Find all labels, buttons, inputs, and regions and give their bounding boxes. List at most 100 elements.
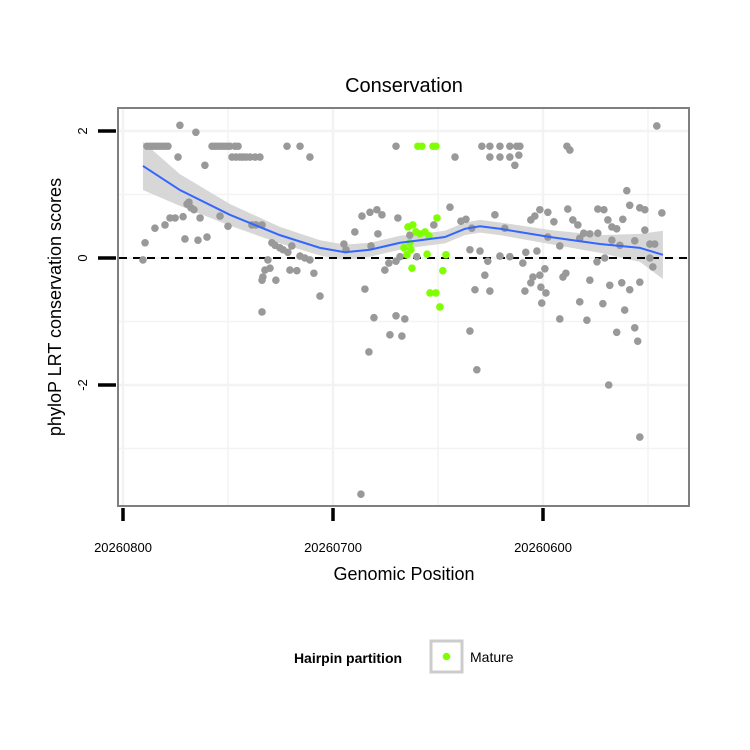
point-other (392, 311, 400, 320)
y-tick-label: 0 (75, 254, 90, 261)
point-other (537, 283, 545, 292)
point-mature (425, 231, 433, 240)
point-other (176, 121, 184, 130)
point-other (139, 256, 147, 264)
point-other (351, 228, 359, 236)
point-other (366, 208, 374, 217)
point-other (476, 247, 484, 255)
point-other (536, 271, 544, 279)
point-mature (436, 303, 444, 311)
x-tick-label: 20260600 (514, 540, 572, 555)
point-other (566, 146, 574, 154)
point-other (599, 299, 607, 308)
point-other (512, 142, 521, 151)
point-other (471, 285, 479, 294)
point-other (646, 254, 654, 262)
point-other (392, 142, 400, 151)
point-other (151, 224, 159, 232)
point-other (636, 433, 644, 441)
point-other (161, 221, 169, 229)
point-other (367, 242, 375, 250)
point-other (258, 308, 266, 316)
point-other (612, 328, 621, 337)
point-other (296, 142, 304, 151)
point-mature (433, 214, 441, 222)
point-other (258, 276, 266, 285)
point-other (521, 287, 529, 295)
point-other (630, 237, 639, 245)
point-other (283, 142, 291, 151)
point-other (310, 269, 318, 278)
point-other (527, 278, 535, 287)
point-other (533, 247, 541, 255)
point-other (478, 142, 486, 151)
point-other (486, 142, 494, 151)
point-mature (403, 251, 411, 259)
point-other (284, 248, 292, 257)
point-other (185, 198, 193, 206)
point-other (515, 151, 523, 159)
point-other (506, 142, 514, 151)
point-other (174, 153, 182, 161)
point-other (612, 224, 621, 233)
point-other (586, 276, 594, 285)
point-other (544, 208, 552, 217)
point-other (446, 203, 454, 211)
point-other (486, 153, 494, 161)
point-other (622, 186, 631, 195)
point-other (506, 153, 514, 161)
point-mature (407, 245, 415, 254)
point-mature (426, 289, 434, 297)
point-other (164, 142, 172, 151)
point-mature (442, 251, 450, 259)
point-other (272, 276, 280, 285)
point-other (650, 240, 659, 248)
point-other (574, 221, 582, 229)
point-other (361, 285, 369, 293)
point-other (496, 252, 504, 260)
point-other (620, 306, 629, 314)
point-other (594, 205, 602, 213)
point-other (506, 252, 514, 261)
point-other (653, 122, 661, 130)
point-other (394, 214, 402, 222)
point-other (171, 214, 179, 222)
point-other (641, 205, 649, 214)
point-other (496, 142, 504, 151)
point-other (569, 216, 577, 224)
point-other (586, 230, 594, 238)
point-other (181, 235, 189, 243)
point-other (357, 490, 365, 499)
x-axis-label: Genomic Position (333, 564, 474, 584)
point-other (430, 221, 438, 229)
x-tick-label: 20260700 (304, 540, 362, 555)
y-tick-label: -2 (75, 379, 90, 391)
point-other (556, 242, 564, 250)
point-other (386, 331, 394, 339)
point-other (562, 269, 570, 278)
point-mature (439, 266, 447, 275)
point-other (340, 240, 348, 248)
point-other (179, 212, 187, 221)
point-other (451, 153, 459, 161)
point-mature (408, 264, 416, 272)
point-other (412, 252, 421, 261)
point-other (466, 327, 474, 335)
point-other (491, 211, 499, 219)
point-other (593, 258, 601, 266)
point-other (649, 263, 657, 271)
point-other (556, 315, 564, 323)
point-other (496, 153, 504, 161)
point-other (542, 289, 550, 297)
point-other (481, 271, 489, 279)
point-other (483, 257, 492, 265)
y-axis-label: phyloP LRT conservation scores (45, 178, 65, 436)
point-other (617, 278, 626, 287)
point-other (537, 299, 546, 307)
point-other (381, 266, 389, 274)
point-other (619, 215, 627, 224)
point-other (625, 201, 634, 210)
point-mature (400, 244, 408, 252)
point-other (511, 161, 519, 170)
